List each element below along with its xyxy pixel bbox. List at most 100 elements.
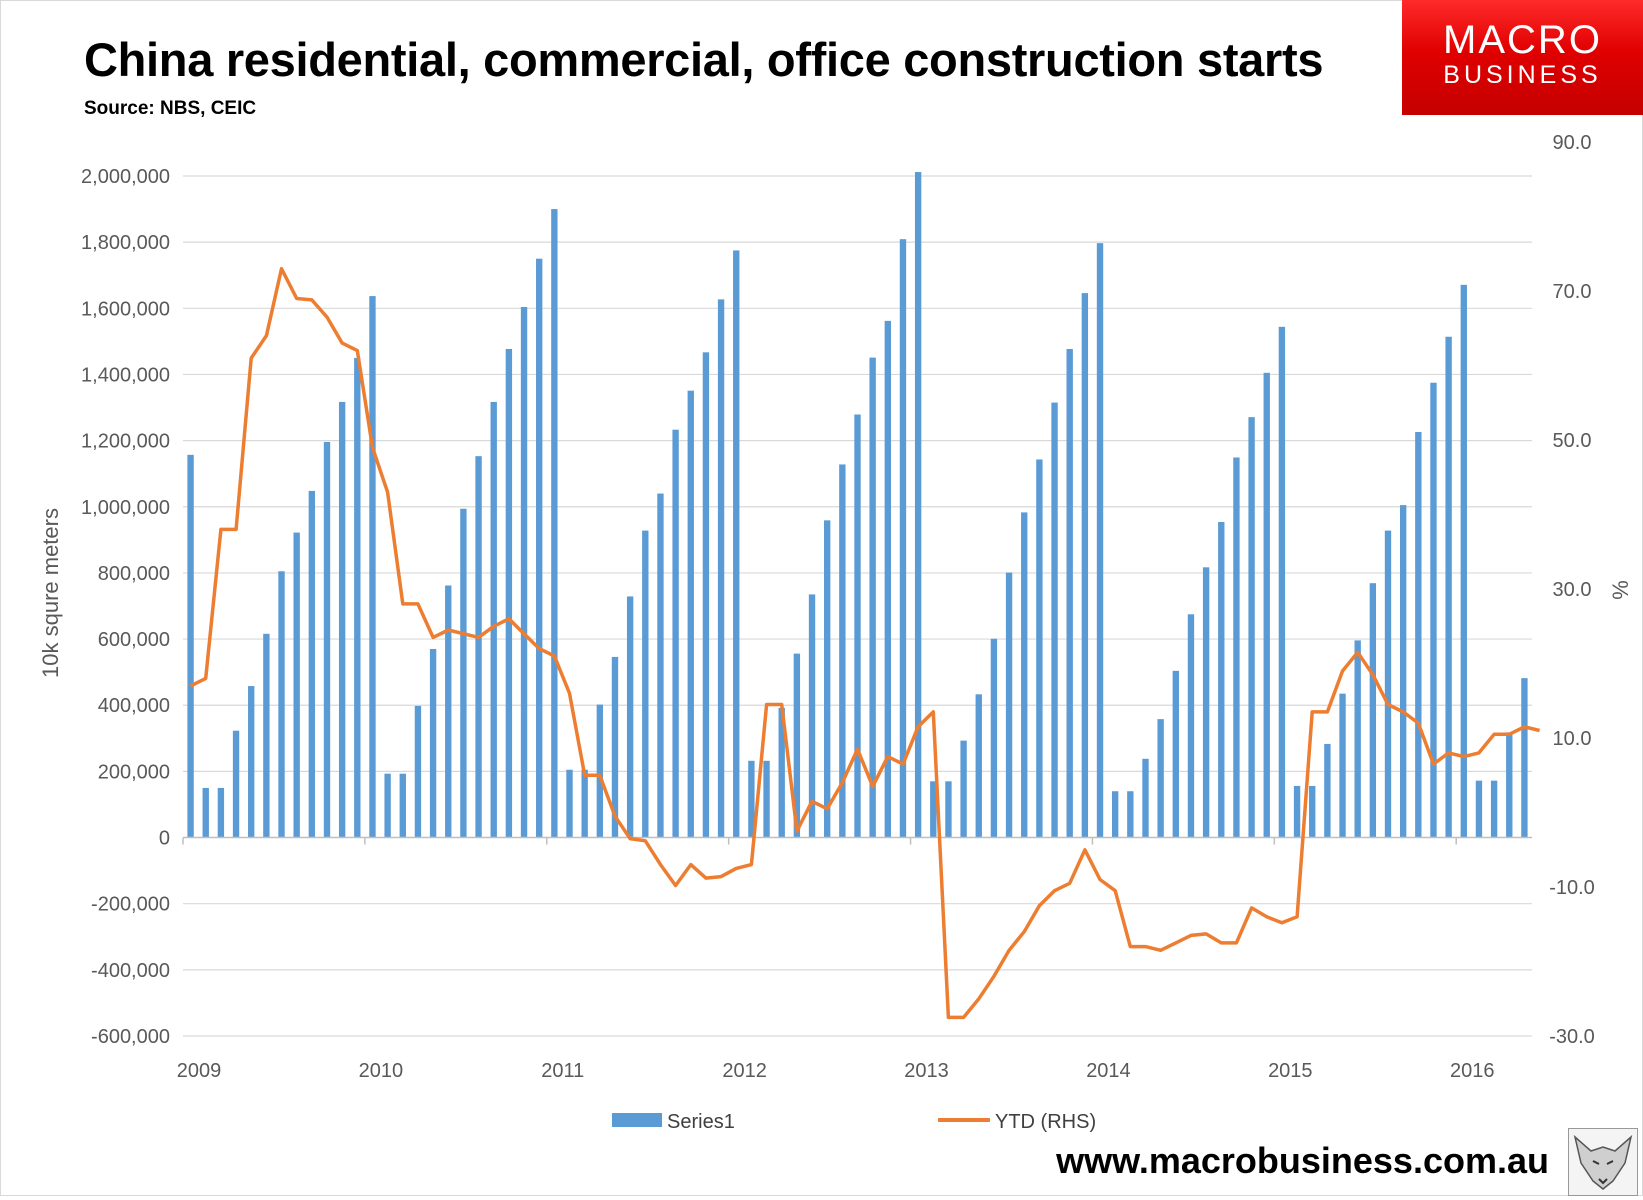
bar — [824, 520, 831, 838]
bar — [642, 530, 649, 838]
bar — [278, 571, 285, 838]
y-tick-label: 2,000,000 — [81, 166, 170, 188]
bar — [1111, 791, 1119, 838]
x-axis-tick-labels: 2009 2010 2011 2012 2013 2014 2015 2016 — [177, 1060, 1495, 1082]
bar — [1309, 785, 1316, 838]
bar — [384, 773, 391, 838]
bar — [338, 401, 346, 838]
bar — [672, 429, 679, 838]
right-axis-tick-labels: 90.0 70.0 50.0 30.0 10.0 -10.0 -30.0 — [1549, 132, 1595, 1048]
bar — [429, 649, 437, 838]
bar — [1475, 780, 1483, 838]
bar — [581, 769, 588, 838]
logo-line-2: BUSINESS — [1443, 61, 1602, 89]
y-tick-label: 1,400,000 — [81, 364, 170, 386]
y2-tick-label: 30.0 — [1553, 579, 1592, 601]
bar — [445, 585, 452, 838]
bar — [1354, 640, 1361, 838]
x-axis — [182, 836, 1532, 845]
y-tick-label: 1,600,000 — [81, 298, 170, 320]
bar — [536, 258, 543, 838]
bar-series — [187, 172, 1528, 838]
bar — [763, 760, 770, 838]
bar — [460, 508, 467, 838]
bar — [1187, 614, 1195, 838]
bar — [596, 704, 604, 838]
y2-tick-label: -10.0 — [1549, 877, 1595, 899]
bar — [1202, 567, 1210, 838]
chart-source: Source: NBS, CEIC — [84, 98, 257, 119]
bar — [945, 781, 952, 838]
bar — [1021, 512, 1028, 838]
legend-label-series1: Series1 — [667, 1111, 735, 1133]
bar — [611, 656, 619, 838]
y-tick-label: 800,000 — [98, 563, 170, 585]
bar — [217, 787, 225, 838]
bar — [687, 390, 694, 838]
y2-tick-label: 70.0 — [1553, 281, 1592, 303]
bar — [1157, 719, 1164, 838]
x-tick-label: 2016 — [1450, 1060, 1495, 1082]
bar — [748, 760, 755, 838]
bar — [551, 209, 558, 838]
bar — [202, 787, 209, 838]
bar — [1384, 530, 1392, 838]
bar — [354, 357, 361, 838]
bar — [1278, 326, 1286, 838]
bar — [626, 596, 634, 838]
bar — [1233, 457, 1240, 838]
bar — [505, 348, 513, 838]
bar — [1263, 372, 1270, 838]
bar — [308, 490, 316, 838]
y-axis-title: 10k squre meters — [38, 508, 63, 678]
bar — [1369, 583, 1377, 838]
macro-business-logo[interactable]: MACRO BUSINESS — [1402, 0, 1643, 115]
x-tick-label: 2012 — [722, 1060, 767, 1082]
bar — [187, 454, 194, 838]
bar — [1293, 785, 1301, 838]
bar — [808, 594, 816, 838]
left-axis-tick-labels: 2,000,000 1,800,000 1,600,000 1,400,000 1,20… — [81, 166, 170, 1048]
y-tick-label: -200,000 — [91, 894, 170, 916]
bar — [839, 464, 846, 838]
bar — [884, 320, 891, 838]
y-tick-label: 1,000,000 — [81, 497, 170, 519]
bar — [778, 707, 785, 838]
bar — [1324, 743, 1331, 838]
y-tick-label: -400,000 — [91, 960, 170, 982]
bar — [869, 357, 876, 838]
x-tick-label: 2009 — [177, 1060, 222, 1082]
legend-swatch-series1 — [612, 1113, 662, 1127]
bar — [657, 493, 664, 838]
bar — [990, 638, 998, 838]
bar — [1005, 572, 1013, 838]
bar — [1066, 348, 1073, 838]
y2-axis-title: % — [1608, 580, 1633, 600]
legend: Series1 YTD (RHS) — [612, 1111, 1096, 1133]
bar — [1521, 678, 1528, 838]
website-link[interactable]: www.macrobusiness.com.au — [1056, 1140, 1549, 1181]
bar — [1490, 780, 1498, 838]
y2-tick-label: 90.0 — [1553, 132, 1592, 154]
bar — [520, 306, 528, 838]
y2-tick-label: 50.0 — [1553, 430, 1592, 452]
y-tick-label: 0 — [159, 828, 170, 850]
bar — [1399, 505, 1407, 838]
bar — [717, 299, 725, 838]
bar — [1430, 382, 1437, 838]
bar — [960, 740, 967, 838]
bar — [1460, 284, 1467, 838]
bar — [1445, 336, 1452, 838]
bar — [263, 633, 270, 838]
bar — [702, 352, 710, 838]
bar — [248, 686, 255, 838]
x-tick-label: 2010 — [359, 1060, 404, 1082]
bar — [1036, 459, 1043, 838]
bar — [733, 250, 740, 838]
bar — [399, 773, 406, 838]
y-tick-label: 1,800,000 — [81, 232, 170, 254]
bar — [1339, 693, 1346, 838]
bar — [1506, 732, 1513, 838]
bar — [1415, 432, 1422, 838]
